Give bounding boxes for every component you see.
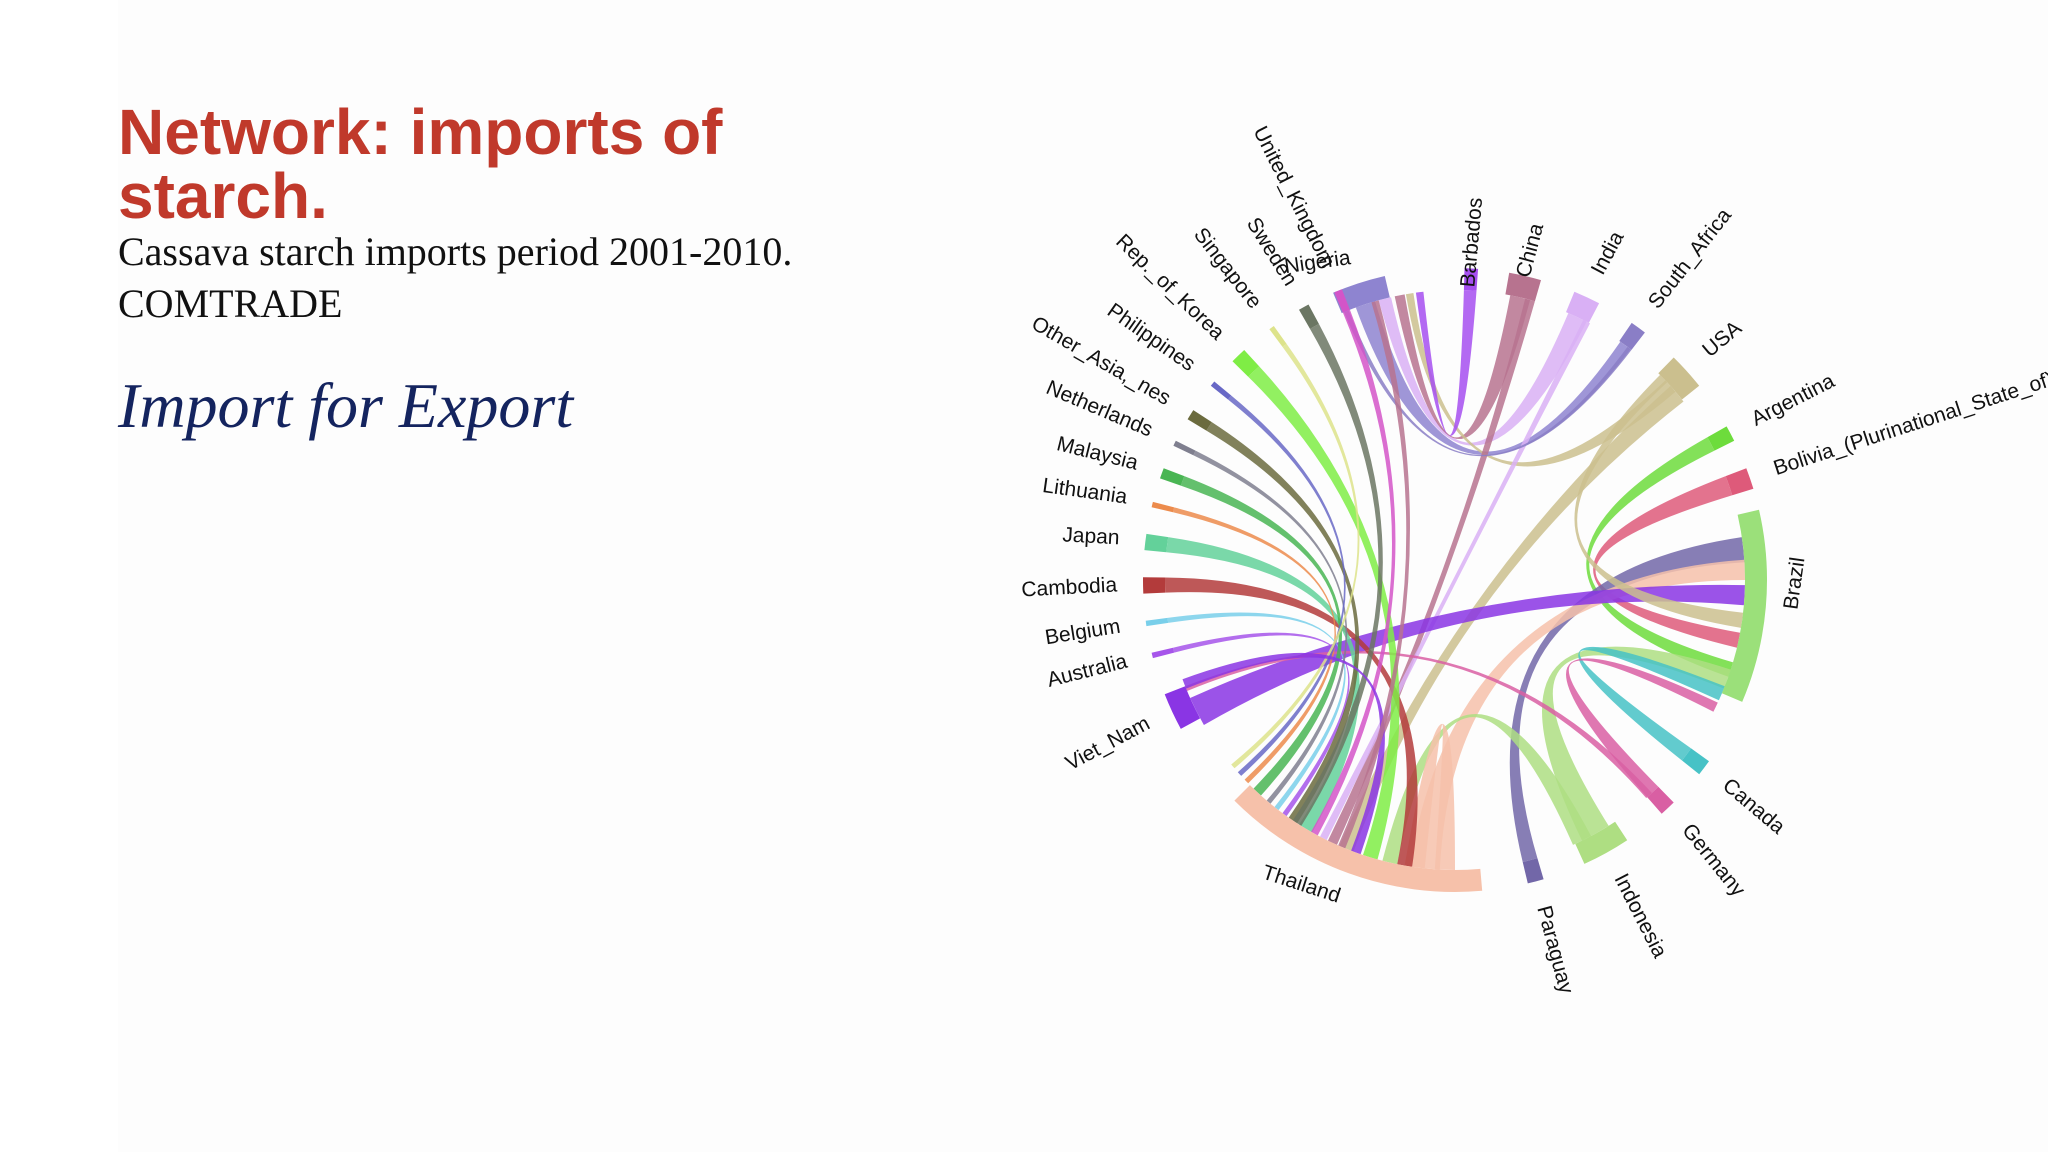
node-arc-viet-nam xyxy=(1164,686,1201,729)
chord-node-arcs xyxy=(1142,268,1767,892)
node-arc-germany xyxy=(1647,786,1674,814)
node-arc-australia xyxy=(1151,647,1175,659)
subtitle-line-1: Cassava starch imports period 2001-2010. xyxy=(118,229,793,274)
subtitle-line-2: COMTRADE xyxy=(118,281,343,326)
node-arc-sweden xyxy=(1299,304,1319,329)
node-arc-japan xyxy=(1144,533,1169,553)
node-arc-united-kingdom xyxy=(1334,289,1350,313)
chord-link-rep-of-korea-thailand xyxy=(1248,366,1400,860)
node-arc-rep-of-korea xyxy=(1232,350,1260,377)
node-arc-malaysia xyxy=(1160,468,1185,486)
node-arc-thailand xyxy=(1234,785,1483,892)
node-arc-philippines xyxy=(1210,381,1232,400)
slide-title: Network: imports of starch. xyxy=(118,96,723,232)
node-arc-india xyxy=(1566,291,1600,323)
chord-link-argentina-brazil xyxy=(1586,437,1734,677)
chord-link-brazil-indonesia xyxy=(1542,646,1731,841)
node-arc-south-africa xyxy=(1619,322,1645,350)
node-label-argentina: Argentina xyxy=(1748,369,1839,430)
chord-link-singapore-thailand xyxy=(1231,343,1360,769)
node-label-thailand: Thailand xyxy=(1260,861,1344,908)
chord-link-nigeria-india xyxy=(1378,297,1587,446)
chord-link-bolivia-brazil xyxy=(1593,476,1741,648)
node-arc-belgium xyxy=(1145,617,1169,627)
node-arc-usa xyxy=(1658,357,1700,400)
node-label-cambodia: Cambodia xyxy=(1021,573,1118,601)
node-label-australia: Australia xyxy=(1045,650,1130,692)
node-arc-paraguay xyxy=(1522,858,1544,884)
node-arc-cambodia xyxy=(1142,577,1166,594)
node-label-india: India xyxy=(1587,227,1629,278)
chord-link-barbados-nigeria xyxy=(1415,290,1477,436)
node-label-usa: USA xyxy=(1698,316,1746,361)
node-label-china: China xyxy=(1512,221,1549,280)
node-arc-canada xyxy=(1682,748,1709,775)
slide-tagline: Import for Export xyxy=(118,370,574,441)
chord-link-thailand-thailand xyxy=(1404,723,1455,870)
chord-links xyxy=(1164,290,1745,870)
node-arc-argentina xyxy=(1707,426,1735,451)
chord-link-nigeria-south-africa xyxy=(1355,301,1631,456)
node-arc-brazil xyxy=(1721,509,1767,702)
chord-link-brazil-canada xyxy=(1578,646,1725,761)
node-label-indonesia: Indonesia xyxy=(1610,870,1672,962)
node-arc-barbados xyxy=(1463,268,1479,291)
chord-link-indonesia-thailand xyxy=(1382,713,1592,865)
node-label-canada: Canada xyxy=(1718,774,1789,839)
node-label-barbados: Barbados xyxy=(1456,197,1487,289)
node-label-brazil: Brazil xyxy=(1779,556,1809,611)
node-label-japan: Japan xyxy=(1062,523,1120,549)
slide-subtitle: Cassava starch imports period 2001-2010.… xyxy=(118,226,878,330)
chord-link-brazil-germany xyxy=(1566,658,1718,798)
node-label-south-africa: South_Africa xyxy=(1644,204,1736,313)
node-label-paraguay: Paraguay xyxy=(1532,903,1578,996)
chord-link-viet-nam-thailand xyxy=(1182,652,1385,855)
node-label-germany: Germany xyxy=(1677,819,1750,901)
chord-link-china-thailand xyxy=(1327,298,1535,845)
node-arc-other-asia xyxy=(1187,410,1212,431)
node-arc-indonesia xyxy=(1575,821,1628,864)
node-arc-lithuania xyxy=(1151,501,1175,513)
node-label-malaysia: Malaysia xyxy=(1054,432,1140,474)
node-arc-china xyxy=(1505,272,1541,302)
chord-link-philippines-thailand xyxy=(1228,395,1346,776)
node-label-belgium: Belgium xyxy=(1043,615,1122,650)
chord-link-china-nigeria xyxy=(1394,294,1531,440)
node-arc-singapore xyxy=(1269,326,1287,347)
node-arc-netherlands xyxy=(1173,440,1196,456)
node-label-viet-nam: Viet_Nam xyxy=(1062,712,1154,775)
chord-link-sweden-thailand xyxy=(1292,323,1383,826)
node-label-lithuania: Lithuania xyxy=(1041,474,1129,509)
node-arc-bolivia xyxy=(1725,468,1754,496)
